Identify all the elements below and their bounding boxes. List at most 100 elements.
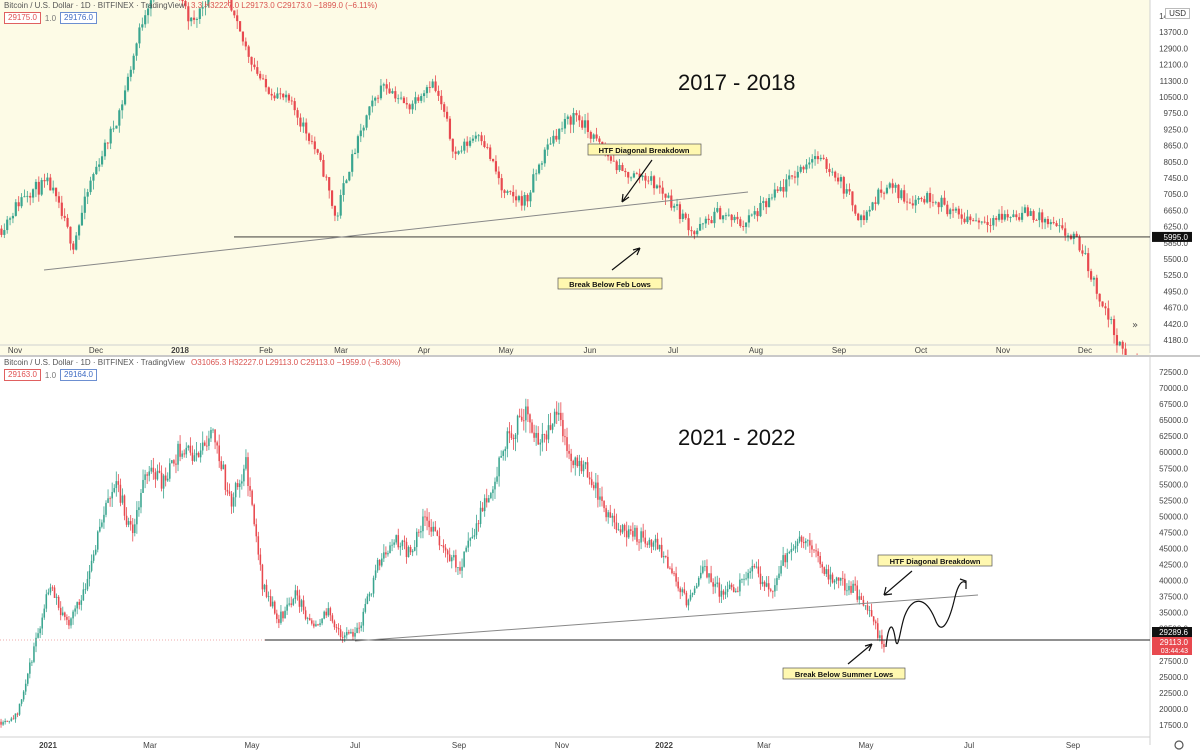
candle-body xyxy=(549,143,552,145)
candle-body xyxy=(543,149,546,164)
candle-body xyxy=(257,536,260,555)
candle-body xyxy=(356,136,360,153)
price-tick-label: 4420.0 xyxy=(1164,320,1189,329)
candle-body xyxy=(280,611,282,623)
candle-body xyxy=(278,619,280,623)
chart-canvas-bottom[interactable]: 72500.0 70000.0 67500.0 65000.0 62500.0 60000… xyxy=(0,357,1200,751)
candle-body xyxy=(1072,233,1075,239)
candle-body xyxy=(465,547,467,552)
candle-body xyxy=(545,434,548,440)
candle-body xyxy=(874,621,877,624)
candle-body xyxy=(697,577,700,586)
candle-body xyxy=(1124,348,1127,355)
candle-body xyxy=(533,432,535,438)
candle-body xyxy=(858,596,861,600)
candle-body xyxy=(880,189,883,193)
candle-body xyxy=(540,163,544,165)
time-tick-label: Jul xyxy=(964,741,974,750)
candle-body xyxy=(520,416,523,421)
candle-body xyxy=(481,507,484,512)
candle-body xyxy=(477,135,480,137)
candle-body xyxy=(660,544,663,558)
chart-canvas-top[interactable]: 14500.013700.012900.012100.011300.010500… xyxy=(0,0,1200,355)
candle-body xyxy=(191,452,194,461)
candle-body xyxy=(49,587,52,593)
candle-body xyxy=(558,128,561,140)
candle-body xyxy=(154,472,157,480)
candle-body xyxy=(187,445,190,448)
sell-price-pill[interactable]: 29163.0 xyxy=(4,369,41,381)
candle-body xyxy=(1043,218,1047,223)
candle-body xyxy=(80,600,83,605)
candle-body xyxy=(1000,213,1004,220)
candle-body xyxy=(232,497,235,507)
candle-body xyxy=(287,94,291,101)
panel-divider[interactable] xyxy=(0,355,1200,357)
ohlc-readout-bottom: O31065.3 H32227.0 L29113.0 C29113.0 −195… xyxy=(191,358,401,367)
candle-body xyxy=(436,531,439,536)
candle-body xyxy=(905,201,909,203)
candle-body xyxy=(685,592,688,606)
candle-body xyxy=(94,549,97,555)
buy-price-pill[interactable]: 29176.0 xyxy=(60,12,97,24)
candle-body xyxy=(371,100,374,107)
candle-body xyxy=(492,489,494,494)
chart-panel-2017-2018[interactable]: 14500.013700.012900.012100.011300.010500… xyxy=(0,0,1200,355)
candle-body xyxy=(701,223,705,225)
trade-pills-bottom: 29163.0 1.0 29164.0 xyxy=(4,369,97,381)
candle-body xyxy=(304,610,307,619)
candle-body xyxy=(333,621,336,628)
candle-body xyxy=(20,197,23,207)
candle-body xyxy=(381,558,383,566)
annotation-break-summer-lows: Break Below Summer Lows xyxy=(795,670,893,679)
candle-body xyxy=(228,491,231,494)
candle-body xyxy=(302,600,305,611)
candle-body xyxy=(977,220,981,223)
candle-body xyxy=(457,151,460,154)
price-tag-black xyxy=(1152,627,1192,637)
price-tick-label: 4670.0 xyxy=(1164,304,1189,313)
candle-body xyxy=(825,569,828,574)
candle-body xyxy=(852,583,854,593)
candle-body xyxy=(500,455,502,458)
chart-panel-2021-2022[interactable]: 72500.0 70000.0 67500.0 65000.0 62500.0 60000… xyxy=(0,357,1200,751)
price-tick-label: 52500.0 xyxy=(1159,496,1188,505)
candle-body xyxy=(317,624,319,626)
candle-body xyxy=(558,412,560,415)
candle-body xyxy=(469,538,472,541)
candle-body xyxy=(432,526,435,532)
candle-body xyxy=(193,455,196,461)
price-tick-label: 7450.0 xyxy=(1164,174,1189,183)
candle-body xyxy=(141,24,144,28)
candle-body xyxy=(63,215,66,218)
candle-body xyxy=(24,683,27,692)
candle-body xyxy=(294,590,297,600)
candle-body xyxy=(696,230,699,235)
buy-price-pill[interactable]: 29164.0 xyxy=(60,369,97,381)
candle-body xyxy=(474,135,477,139)
time-tick-label: 2022 xyxy=(655,741,673,750)
candle-body xyxy=(96,531,99,550)
candle-body xyxy=(535,173,538,175)
price-tick-label: 5850.0 xyxy=(1164,239,1189,248)
candle-body xyxy=(327,608,330,616)
candle-body xyxy=(342,183,345,196)
price-tick-label: 12900.0 xyxy=(1159,44,1188,53)
candle-body xyxy=(974,220,978,222)
candle-body xyxy=(527,406,529,415)
candle-body xyxy=(11,215,15,219)
sell-price-pill[interactable]: 29175.0 xyxy=(4,12,41,24)
candle-body xyxy=(1095,277,1098,294)
candle-body xyxy=(362,127,365,131)
currency-unit-button[interactable]: USD xyxy=(1165,8,1190,19)
candle-body xyxy=(253,504,255,525)
candle-body xyxy=(8,218,12,220)
candle-body xyxy=(714,583,716,587)
price-tick-label: 13700.0 xyxy=(1159,28,1188,37)
annotation-box xyxy=(877,554,993,567)
candle-body xyxy=(949,209,952,215)
candle-body xyxy=(504,448,507,452)
candle-body xyxy=(76,602,78,609)
candle-body xyxy=(279,93,282,95)
candle-body xyxy=(767,583,770,590)
